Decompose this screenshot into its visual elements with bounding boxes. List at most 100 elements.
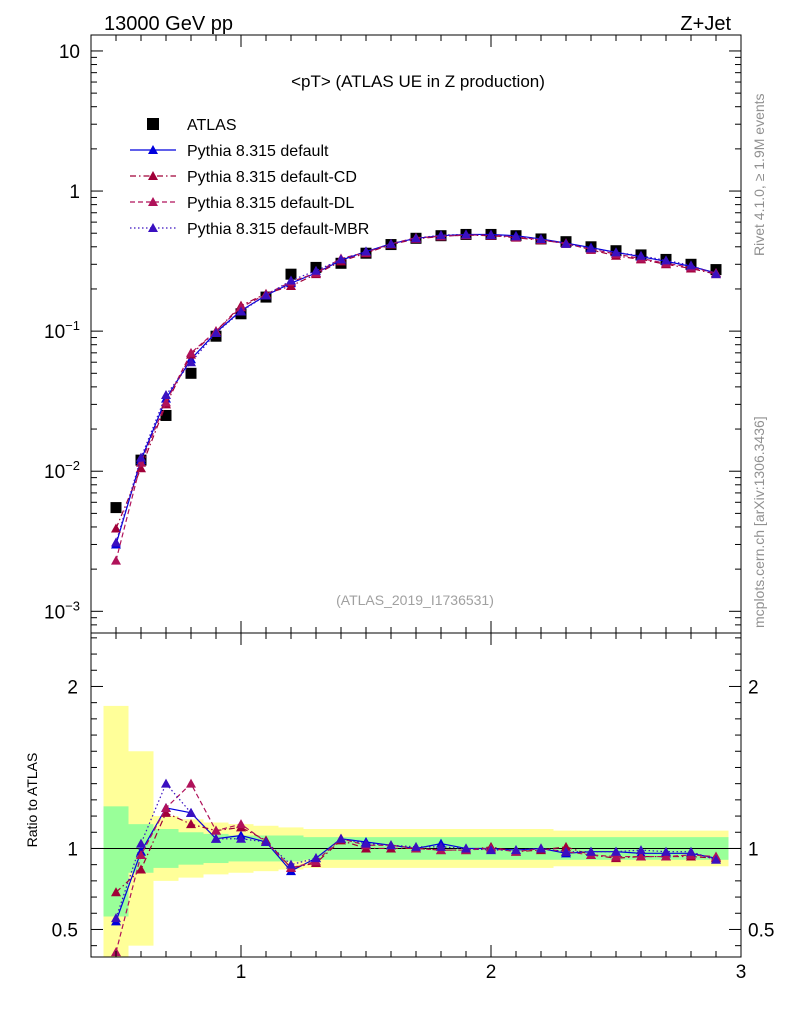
axes-layer: 1 2 3 10−3 10−2 10−1 1 10 0.5 0.5 1 1 2 2 bbox=[44, 34, 774, 983]
data-point-triangle bbox=[611, 851, 621, 861]
legend-label: Pythia 8.315 default-DL bbox=[187, 195, 354, 212]
plot-title: <pT> (ATLAS UE in Z production) bbox=[291, 72, 545, 91]
data-point-triangle bbox=[561, 846, 571, 856]
series-pythia-8-315-default-mbr bbox=[111, 778, 721, 923]
legend-marker-triangle bbox=[148, 145, 158, 154]
data-point-triangle bbox=[161, 807, 171, 817]
data-point-triangle bbox=[411, 233, 421, 243]
legend-entry: Pythia 8.315 default-CD bbox=[130, 169, 357, 186]
data-point-triangle bbox=[561, 841, 571, 851]
rivet-version-label: Rivet 4.1.0, ≥ 1.9M events bbox=[751, 93, 767, 256]
data-point-triangle bbox=[111, 523, 121, 533]
data-point-triangle bbox=[236, 819, 246, 829]
data-point-triangle bbox=[261, 290, 271, 300]
data-point-triangle bbox=[536, 233, 546, 243]
data-point-triangle bbox=[636, 845, 646, 855]
data-point-triangle bbox=[586, 243, 596, 253]
data-point-triangle bbox=[136, 849, 146, 859]
data-point-triangle bbox=[361, 246, 371, 256]
data-point-triangle bbox=[111, 887, 121, 897]
series-line bbox=[115, 233, 717, 543]
data-point-triangle bbox=[661, 846, 671, 856]
x-tick-label: 1 bbox=[236, 962, 247, 983]
ratio-frame bbox=[90, 632, 742, 958]
data-point-triangle bbox=[436, 230, 446, 240]
series-pythia-8-315-default-mbr bbox=[111, 229, 721, 547]
data-point-triangle bbox=[161, 802, 171, 812]
legend-label: Pythia 8.315 default-MBR bbox=[187, 221, 369, 238]
y-tick-label: 10 bbox=[59, 42, 80, 63]
data-point-triangle bbox=[586, 846, 596, 856]
series-line bbox=[115, 234, 717, 529]
data-point-triangle bbox=[236, 306, 246, 316]
y-tick-label: 10−2 bbox=[44, 458, 80, 483]
y-tick-label: 10−1 bbox=[44, 318, 80, 343]
data-point-triangle bbox=[236, 833, 246, 843]
data-point-triangle bbox=[136, 864, 146, 874]
legend-marker-square bbox=[147, 118, 159, 130]
data-point-triangle bbox=[686, 846, 696, 856]
data-point-triangle bbox=[511, 231, 521, 241]
y-tick-label: 1 bbox=[69, 182, 80, 203]
ratio-uncertainty-bands bbox=[103, 705, 729, 957]
data-point-triangle bbox=[611, 247, 621, 257]
legend-label: Pythia 8.315 default bbox=[187, 143, 329, 160]
series-pythia-8-315-default-cd bbox=[111, 230, 721, 533]
legend-entry: Pythia 8.315 default bbox=[130, 143, 329, 160]
analysis-id: (ATLAS_2019_I1736531) bbox=[336, 592, 494, 608]
legend-entry: ATLAS bbox=[147, 117, 237, 134]
legend-marker-triangle bbox=[148, 197, 158, 206]
data-point-triangle bbox=[211, 825, 221, 835]
data-point-triangle bbox=[486, 845, 496, 855]
legend-marker-triangle bbox=[148, 171, 158, 180]
legend-label: Pythia 8.315 default-CD bbox=[187, 169, 357, 186]
data-point-triangle bbox=[511, 845, 521, 855]
data-point-triangle bbox=[136, 452, 146, 462]
data-point-triangle bbox=[136, 463, 146, 473]
data-point-triangle bbox=[636, 250, 646, 260]
series-atlas bbox=[110, 228, 722, 514]
data-point-triangle bbox=[336, 254, 346, 264]
data-point-triangle bbox=[636, 851, 646, 861]
data-point-triangle bbox=[486, 230, 496, 240]
energy-label: 13000 GeV pp bbox=[104, 13, 233, 35]
legend-label: ATLAS bbox=[187, 117, 237, 134]
series-line bbox=[115, 233, 717, 545]
ratio-axis-label: Ratio to ATLAS bbox=[24, 753, 40, 848]
data-point-triangle bbox=[686, 260, 696, 270]
data-point-triangle bbox=[111, 537, 121, 547]
x-tick-label: 2 bbox=[486, 962, 497, 983]
data-point-triangle bbox=[311, 853, 321, 863]
data-point-triangle bbox=[161, 397, 171, 407]
data-point-triangle bbox=[211, 833, 221, 843]
band-inner-bin bbox=[103, 806, 129, 917]
data-point-triangle bbox=[161, 390, 171, 400]
data-point-triangle bbox=[186, 347, 196, 357]
data-point-triangle bbox=[261, 836, 271, 846]
data-point-triangle bbox=[436, 841, 446, 851]
ratio-y-tick-label: 2 bbox=[67, 677, 78, 698]
series-line bbox=[115, 234, 717, 561]
data-point-triangle bbox=[461, 229, 471, 239]
y-tick-label: 10−3 bbox=[44, 598, 80, 623]
legend-entry: Pythia 8.315 default-DL bbox=[130, 195, 354, 212]
data-point-triangle bbox=[286, 859, 296, 869]
data-point-triangle bbox=[386, 238, 396, 248]
data-point-triangle bbox=[186, 807, 196, 817]
mcplots-label: mcplots.cern.ch [arXiv:1306.3436] bbox=[751, 416, 767, 628]
data-point-triangle bbox=[386, 840, 396, 850]
data-point-triangle bbox=[536, 843, 546, 853]
data-point-square bbox=[110, 502, 122, 514]
data-point-triangle bbox=[711, 269, 721, 279]
data-point-triangle bbox=[111, 555, 121, 565]
data-point-triangle bbox=[611, 846, 621, 856]
series-pythia-8-315-default-dl bbox=[111, 230, 721, 565]
ratio-series-layer bbox=[111, 778, 721, 957]
data-point-triangle bbox=[186, 819, 196, 829]
series-pythia-8-315-default bbox=[111, 229, 721, 549]
data-point-triangle bbox=[111, 913, 121, 923]
ratio-y-tick-label-right: 2 bbox=[748, 677, 759, 698]
data-point-triangle bbox=[311, 265, 321, 275]
data-point-triangle bbox=[711, 854, 721, 864]
